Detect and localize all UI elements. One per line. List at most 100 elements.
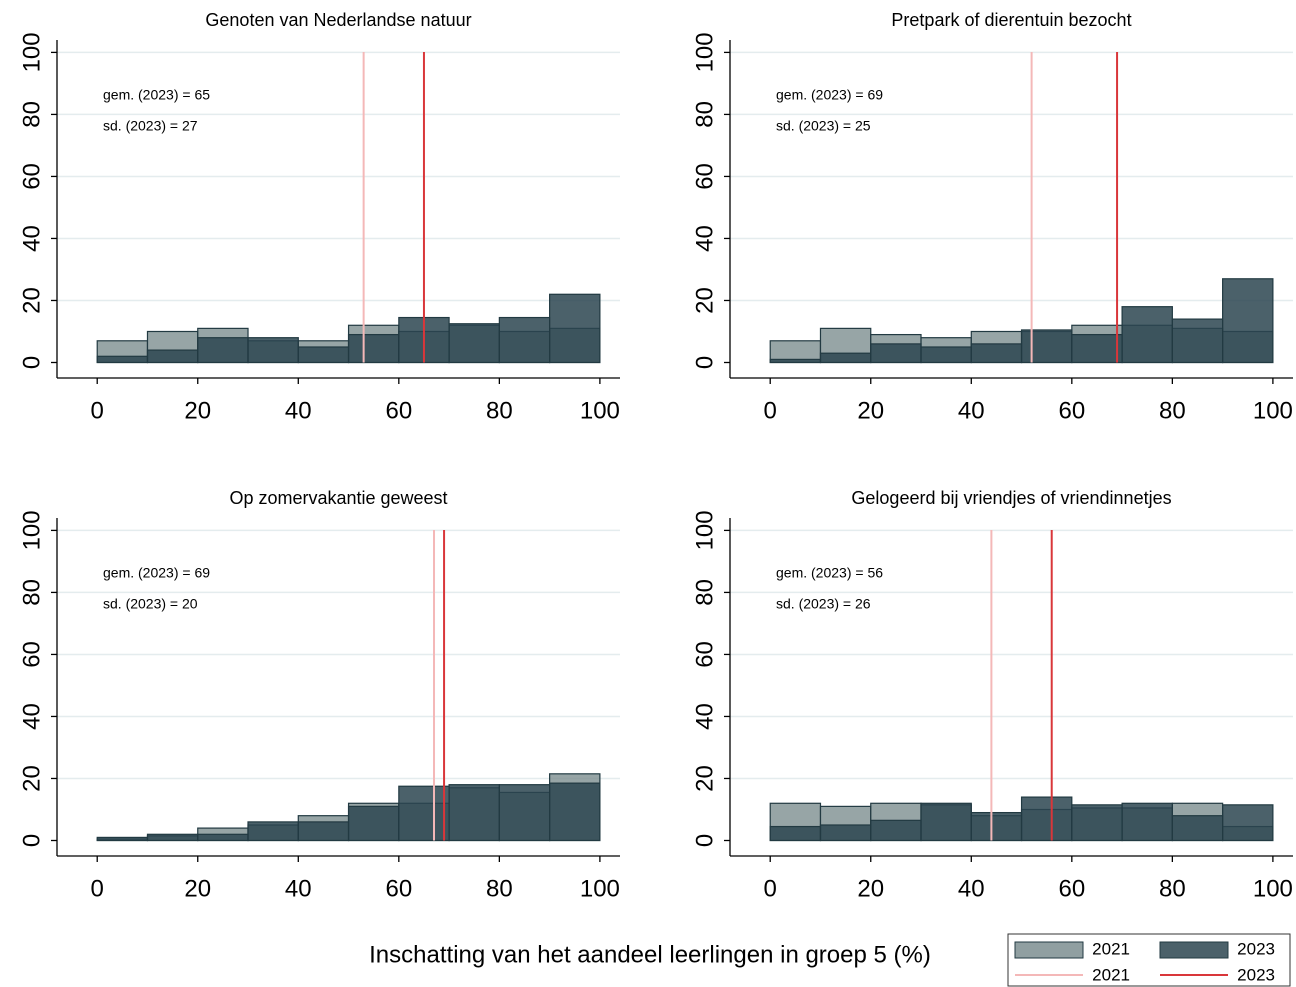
x-tick-label: 60 <box>1058 397 1085 424</box>
y-tick-label: 40 <box>18 225 45 252</box>
x-tick-label: 0 <box>91 875 104 902</box>
y-tick-label: 40 <box>691 225 718 252</box>
annotation: gem. (2023) = 69 <box>776 87 883 103</box>
x-tick-label: 0 <box>764 875 777 902</box>
histogram-bar <box>970 811 1023 842</box>
histogram-bar <box>347 805 400 842</box>
panel: Op zomervakantie geweest 0 20 40 60 80 100 0 20 4… <box>18 488 620 902</box>
legend-swatch <box>1159 941 1229 959</box>
annotation: gem. (2023) = 56 <box>776 565 883 581</box>
histogram-bar <box>870 343 922 364</box>
x-tick-label: 80 <box>486 875 513 902</box>
histogram-bar <box>1020 796 1073 842</box>
y-tick-label: 80 <box>18 579 45 606</box>
x-tick-label: 40 <box>958 875 985 902</box>
annotation: sd. (2023) = 20 <box>103 596 198 612</box>
y-tick-label: 20 <box>691 765 718 792</box>
y-tick-label: 100 <box>18 510 45 550</box>
annotation: gem. (2023) = 69 <box>103 565 210 581</box>
histogram-bar <box>1171 318 1224 364</box>
y-tick-label: 80 <box>18 101 45 128</box>
y-tick-label: 0 <box>691 356 718 369</box>
histogram-bar <box>920 802 972 842</box>
y-tick-label: 100 <box>691 510 718 550</box>
legend-label: 2023 <box>1237 939 1275 958</box>
histogram-bar <box>448 784 500 842</box>
legend-label: 2021 <box>1092 939 1130 958</box>
x-tick-label: 100 <box>1253 875 1293 902</box>
histogram-bar <box>96 836 149 842</box>
y-tick-label: 60 <box>691 163 718 190</box>
histogram-bar <box>498 316 551 364</box>
x-tick-label: 0 <box>91 397 104 424</box>
histogram-bar <box>1171 815 1224 842</box>
y-tick-label: 40 <box>18 703 45 730</box>
y-tick-label: 60 <box>18 163 45 190</box>
x-tick-label: 40 <box>285 397 312 424</box>
y-tick-label: 20 <box>691 287 718 314</box>
x-tick-label: 0 <box>764 397 777 424</box>
x-tick-label: 100 <box>1253 397 1293 424</box>
histogram-bar <box>870 819 922 842</box>
x-tick-label: 80 <box>486 397 513 424</box>
panel: Genoten van Nederlandse natuur 0 20 40 60 80 1… <box>18 10 620 424</box>
y-tick-label: 40 <box>691 703 718 730</box>
panel-title: Genoten van Nederlandse natuur <box>205 10 471 30</box>
x-tick-label: 40 <box>285 875 312 902</box>
histogram-bar <box>247 821 299 842</box>
histogram-bar <box>146 349 199 364</box>
y-tick-label: 0 <box>18 356 45 369</box>
panel: Pretpark of dierentuin bezocht 0 20 40 60 80 1… <box>691 10 1293 424</box>
x-tick-label: 60 <box>385 397 412 424</box>
histogram-bar <box>146 833 199 842</box>
x-tick-label: 100 <box>580 875 620 902</box>
histogram-bar <box>1121 306 1173 364</box>
x-axis-label: Inschatting van het aandeel leerlingen i… <box>369 941 931 968</box>
annotation: sd. (2023) = 26 <box>776 596 871 612</box>
legend-label: 2021 <box>1092 965 1130 984</box>
y-tick-label: 80 <box>691 101 718 128</box>
y-tick-label: 100 <box>18 32 45 72</box>
x-tick-label: 60 <box>385 875 412 902</box>
y-tick-label: 60 <box>18 641 45 668</box>
histogram-bar <box>96 355 149 364</box>
x-tick-label: 20 <box>184 875 211 902</box>
y-tick-label: 0 <box>691 834 718 847</box>
histogram-bar <box>197 337 249 364</box>
legend-swatch <box>1014 941 1084 959</box>
x-tick-label: 20 <box>184 397 211 424</box>
x-tick-label: 40 <box>958 397 985 424</box>
histogram-bar <box>819 352 872 364</box>
legend-label: 2023 <box>1237 965 1275 984</box>
histogram-bar <box>498 784 551 842</box>
y-tick-label: 80 <box>691 579 718 606</box>
histogram-bar <box>297 346 350 364</box>
histogram-bar <box>819 824 872 842</box>
histogram-bar <box>448 323 500 364</box>
x-tick-label: 80 <box>1159 397 1186 424</box>
panel: Gelogeerd bij vriendjes of vriendinnetje… <box>691 488 1293 902</box>
histogram-bar <box>247 337 299 364</box>
x-tick-label: 60 <box>1058 875 1085 902</box>
histogram-bar <box>549 293 601 364</box>
histogram-bar <box>1222 278 1274 364</box>
y-tick-label: 100 <box>691 32 718 72</box>
x-tick-label: 20 <box>857 875 884 902</box>
histogram-bar <box>1020 329 1073 364</box>
histogram-bar <box>398 785 450 842</box>
histogram-bar <box>769 358 822 364</box>
y-tick-label: 0 <box>18 834 45 847</box>
histogram-bar <box>1222 804 1274 842</box>
histogram-bar <box>197 833 249 842</box>
panel-title: Pretpark of dierentuin bezocht <box>891 10 1131 30</box>
histogram-bar <box>970 343 1023 364</box>
legend: 2021 2023 2021 2023 <box>1007 933 1291 987</box>
histogram-bar <box>1071 804 1123 842</box>
panel-title: Op zomervakantie geweest <box>229 488 447 508</box>
x-tick-label: 80 <box>1159 875 1186 902</box>
y-tick-label: 20 <box>18 287 45 314</box>
annotation: sd. (2023) = 27 <box>103 118 198 134</box>
annotation: sd. (2023) = 25 <box>776 118 871 134</box>
y-tick-label: 20 <box>18 765 45 792</box>
